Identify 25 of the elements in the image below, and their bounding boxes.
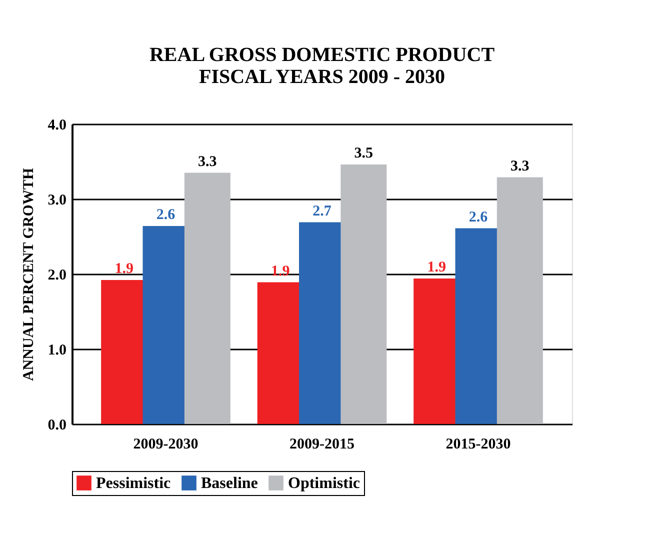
x-tick-label: 2009-2015 bbox=[290, 436, 354, 452]
legend-label: Pessimistic bbox=[96, 475, 171, 492]
data-label: 3.3 bbox=[198, 154, 217, 170]
y-tick-label: 3.0 bbox=[48, 192, 66, 208]
y-axis-title: ANNUAL PERCENT GROWTH bbox=[20, 168, 37, 382]
x-tick-label: 2009-2030 bbox=[133, 436, 198, 452]
data-label: 3.5 bbox=[354, 146, 374, 162]
bar bbox=[340, 164, 387, 424]
y-tick-label: 1.0 bbox=[48, 342, 66, 358]
data-label: 1.9 bbox=[427, 260, 446, 276]
text: REAL GROSS DOMESTIC PRODUCT bbox=[149, 44, 495, 66]
y-tick-label: 2.0 bbox=[48, 268, 66, 284]
data-label: 2.7 bbox=[312, 203, 332, 220]
data-label: 3.3 bbox=[510, 158, 530, 174]
y-tick-label: 0.0 bbox=[48, 418, 66, 434]
data-label: 1.9 bbox=[114, 261, 134, 277]
data-label: 2.6 bbox=[468, 209, 488, 226]
text: FISCAL YEARS 2009 - 2030 bbox=[199, 66, 445, 88]
data-label: 2.6 bbox=[156, 207, 176, 223]
x-tick-label: 2015-2030 bbox=[446, 436, 511, 452]
bar bbox=[184, 172, 230, 424]
legend-label: Optimistic bbox=[288, 475, 360, 492]
legend-label: Baseline bbox=[201, 475, 258, 492]
y-tick-label: 4.0 bbox=[48, 118, 66, 134]
bar bbox=[496, 177, 543, 424]
